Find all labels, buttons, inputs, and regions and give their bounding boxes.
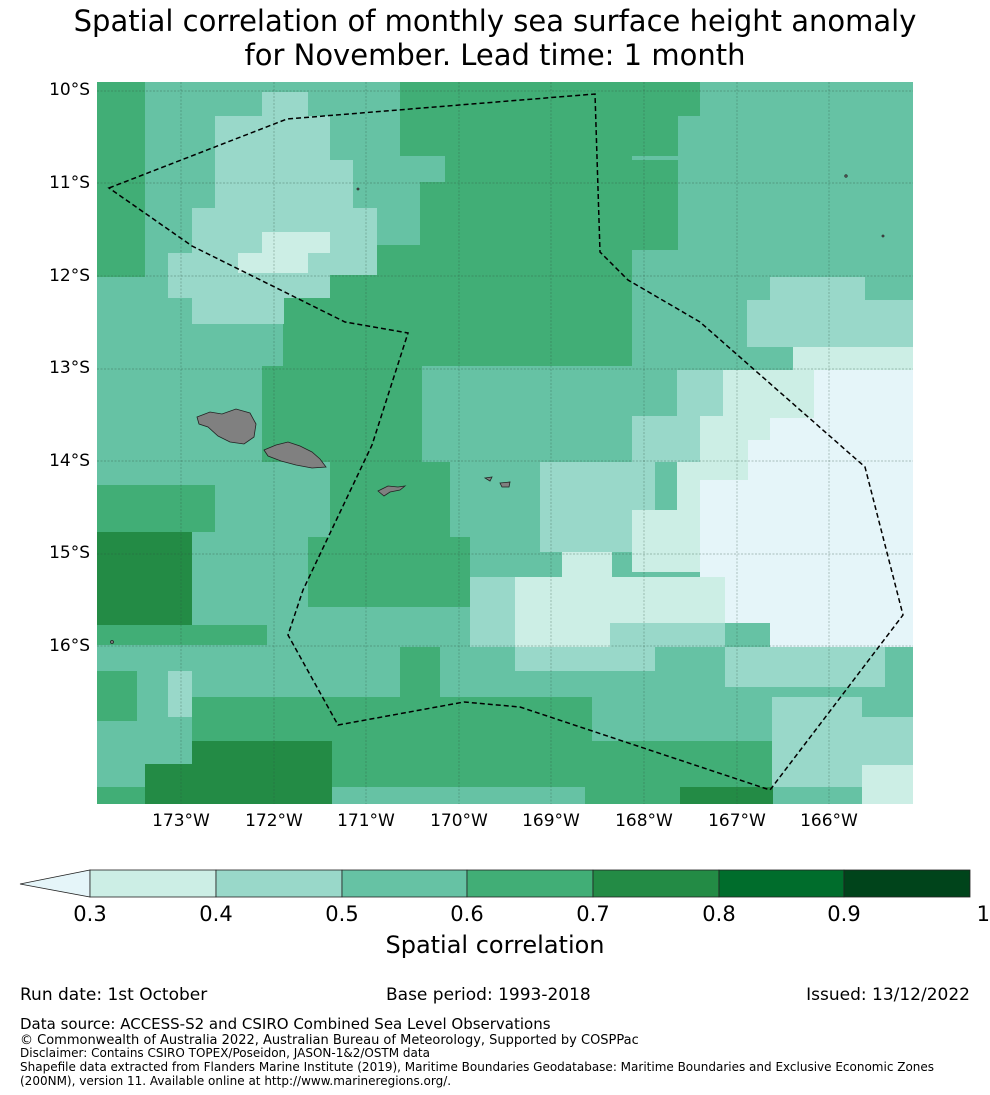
small-atoll [881, 234, 885, 238]
lon-label-170w: 170°W [430, 811, 488, 831]
eez-boundary [107, 93, 904, 791]
map-panel[interactable] [97, 82, 913, 804]
lat-label-13s: 13°S [49, 358, 90, 378]
title-line-2: for November. Lead time: 1 month [244, 38, 746, 72]
colorbar-segment-0-7 [592, 869, 720, 898]
lon-label-167w: 167°W [708, 811, 766, 831]
colorbar [19, 869, 971, 898]
lon-label-168w: 168°W [615, 811, 673, 831]
lon-label-166w: 166°W [800, 811, 858, 831]
colorbar-tick-0-8: 0.8 [702, 902, 736, 926]
colorbar-tick-0-4: 0.4 [199, 902, 233, 926]
colorbar-segment-0-6 [466, 869, 594, 898]
ofu-island [483, 476, 493, 482]
graticule [97, 82, 913, 804]
lat-label-14s: 14°S [49, 451, 90, 471]
swains-island [356, 187, 360, 191]
colorbar-tick-1: 1 [976, 902, 990, 926]
base-period: Base period: 1993-2018 [386, 985, 591, 1005]
lon-label-172w: 172°W [245, 811, 303, 831]
data-source: Data source: ACCESS-S2 and CSIRO Combine… [20, 1015, 551, 1033]
issued-date: Issued: 13/12/2022 [806, 985, 970, 1005]
lon-label-171w: 171°W [337, 811, 395, 831]
lat-label-15s: 15°S [49, 543, 90, 563]
shapefile-credit-line-2: (200NM), version 11. Available online at… [20, 1074, 452, 1088]
copyright: © Commonwealth of Australia 2022, Austra… [20, 1033, 639, 1048]
colorbar-segment-0-3 [89, 869, 217, 898]
lat-label-10s: 10°S [49, 80, 90, 100]
lat-label-11s: 11°S [49, 173, 90, 193]
colorbar-segment-0-5 [341, 869, 468, 898]
colorbar-tick-0-6: 0.6 [450, 902, 484, 926]
shapefile-credit-line-1: Shapefile data extracted from Flanders M… [20, 1060, 935, 1074]
tau-island [499, 481, 511, 488]
colorbar-title: Spatial correlation [385, 931, 605, 959]
chart-title: Spatial correlation of monthly sea surfa… [0, 4, 990, 72]
lon-label-169w: 169°W [522, 811, 580, 831]
lat-label-16s: 16°S [49, 636, 90, 656]
title-line-1: Spatial correlation of monthly sea surfa… [73, 4, 917, 38]
colorbar-segment-0-9 [843, 869, 971, 898]
niuafoou-island [110, 640, 114, 644]
colorbar-tick-0-3: 0.3 [73, 902, 107, 926]
savaii-island [196, 408, 257, 445]
disclaimer: Disclaimer: Contains CSIRO TOPEX/Poseido… [20, 1046, 430, 1060]
colorbar-tick-0-7: 0.7 [576, 902, 610, 926]
colorbar-segment-0-8 [718, 869, 845, 898]
correlation-band-under-0-3 [700, 370, 913, 647]
disclaimer-block: Disclaimer: Contains CSIRO TOPEX/Poseido… [20, 1046, 934, 1088]
colorbar-segment-0-4 [215, 869, 343, 898]
tutuila-island [377, 485, 407, 497]
colorbar-tick-0-9: 0.9 [827, 902, 861, 926]
colorbar-under-arrow [19, 869, 91, 898]
samoa-islands [110, 174, 885, 644]
lat-label-12s: 12°S [49, 266, 90, 286]
upolu-island [263, 441, 327, 469]
rose-atoll [844, 174, 848, 178]
lon-label-173w: 173°W [152, 811, 210, 831]
run-date: Run date: 1st October [20, 985, 208, 1005]
colorbar-tick-0-5: 0.5 [325, 902, 359, 926]
